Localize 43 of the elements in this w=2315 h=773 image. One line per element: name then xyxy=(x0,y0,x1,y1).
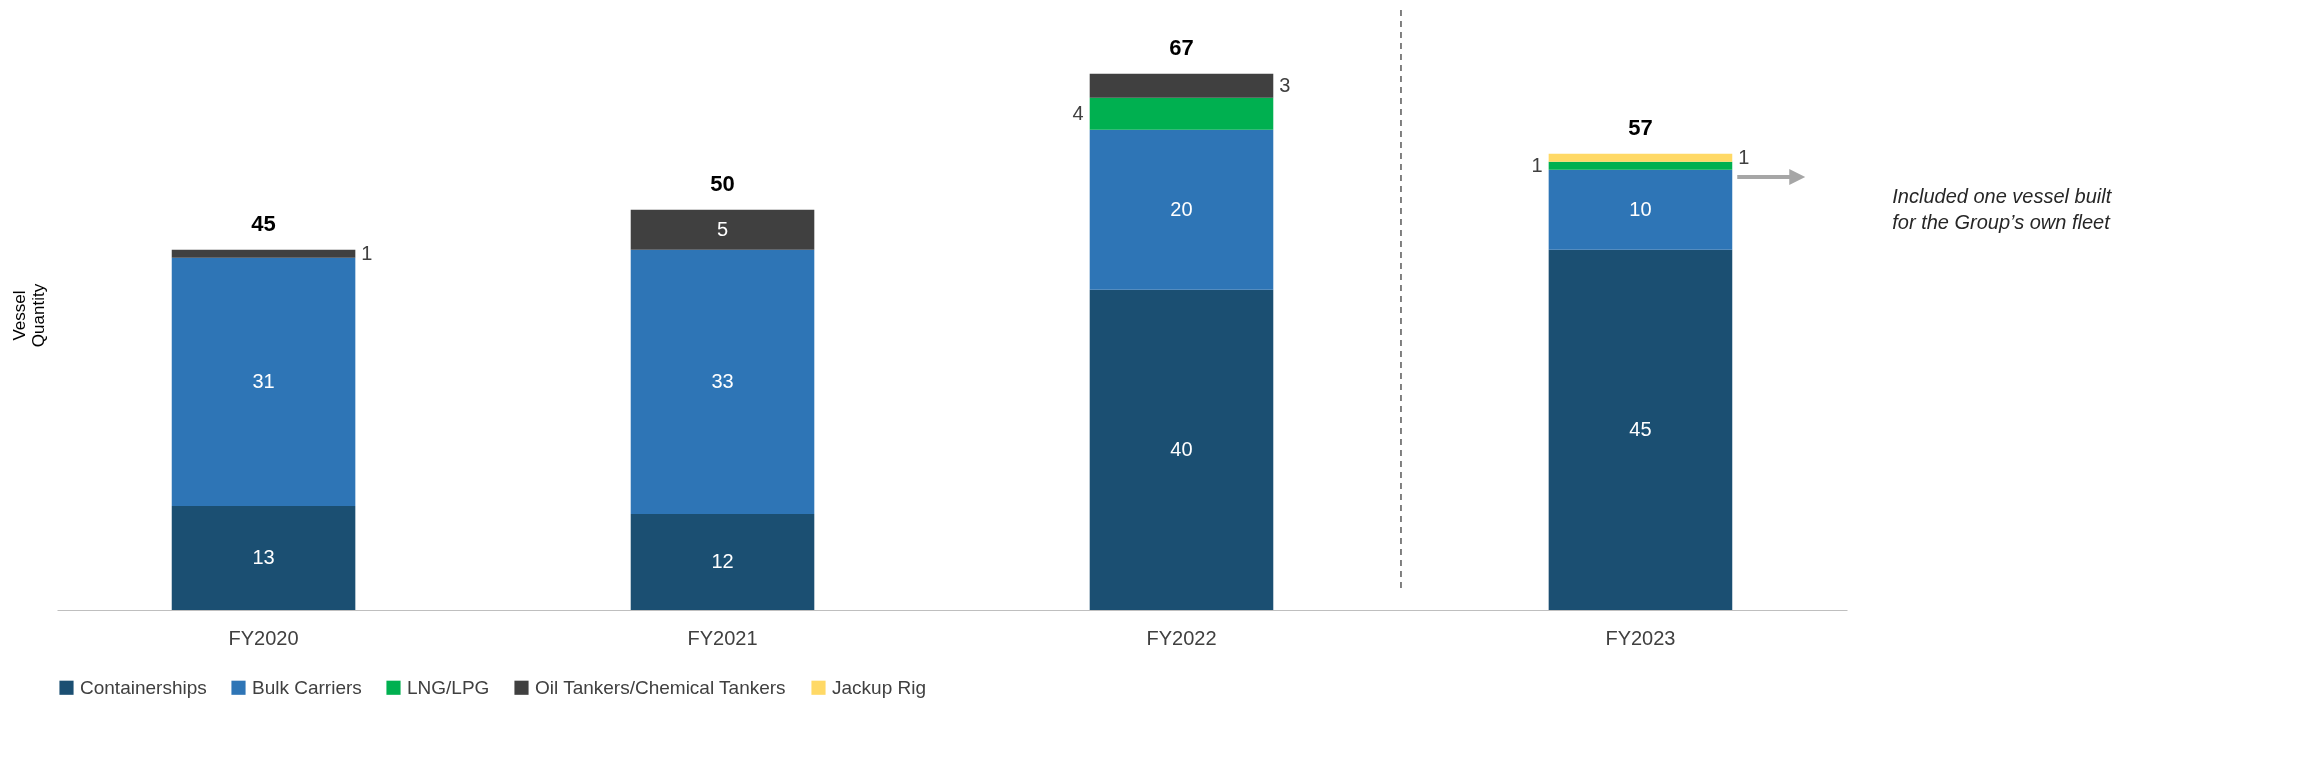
y-axis-title: Vessel Quantity xyxy=(9,283,48,348)
bar xyxy=(1089,73,1274,98)
x-tick-label: FY2022 xyxy=(1146,626,1217,649)
bar xyxy=(1089,129,1274,290)
data-label: 1 xyxy=(361,241,373,264)
data-label: 1 xyxy=(1738,145,1750,168)
total-label: 50 xyxy=(710,170,735,196)
data-label: 31 xyxy=(252,369,275,392)
bar xyxy=(1548,169,1733,250)
data-label: 5 xyxy=(716,217,729,240)
bar xyxy=(1548,249,1733,610)
x-tick-label: FY2023 xyxy=(1605,626,1676,649)
legend-label: Oil Tankers/Chemical Tankers xyxy=(535,676,786,698)
bar xyxy=(171,505,356,610)
legend-label: Jackup Rig xyxy=(832,676,926,698)
data-label: 13 xyxy=(252,545,275,568)
data-label: 45 xyxy=(1629,417,1652,440)
bar xyxy=(1548,153,1733,162)
x-tick-label: FY2021 xyxy=(687,626,758,649)
data-label: 12 xyxy=(711,549,734,572)
data-label: 40 xyxy=(1170,437,1193,460)
bar xyxy=(171,257,356,506)
x-tick-label: FY2020 xyxy=(228,626,299,649)
data-label: 20 xyxy=(1170,197,1193,220)
total-label: 67 xyxy=(1169,34,1194,60)
data-label: 1 xyxy=(1531,153,1543,176)
data-label: 4 xyxy=(1072,101,1084,124)
bar xyxy=(171,249,356,258)
text: Included one vessel built for the Group’s own fleet xyxy=(1892,185,2113,233)
total-label: 45 xyxy=(251,210,276,236)
legend-label: Containerships xyxy=(80,676,207,698)
data-label: 33 xyxy=(711,369,734,392)
bar xyxy=(1089,289,1274,610)
bar xyxy=(630,249,815,514)
bar xyxy=(1089,97,1274,130)
total-label: 57 xyxy=(1628,114,1653,140)
bar xyxy=(630,209,815,250)
legend-label: LNG/LPG xyxy=(407,676,490,698)
bar xyxy=(1548,161,1733,170)
legend-label: Bulk Carriers xyxy=(252,676,362,698)
data-label: 10 xyxy=(1629,197,1652,220)
bar xyxy=(630,513,815,610)
data-label: 3 xyxy=(1279,73,1291,96)
